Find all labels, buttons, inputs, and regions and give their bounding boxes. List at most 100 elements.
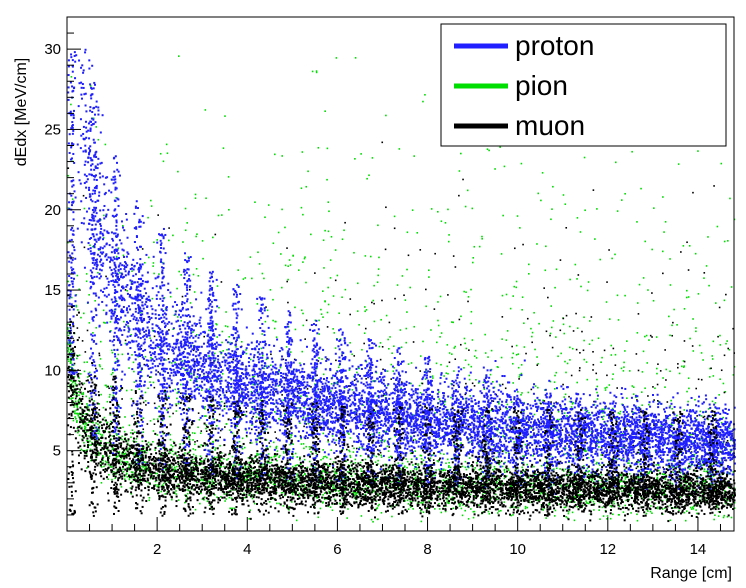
- data-point-muon: [142, 428, 145, 431]
- data-point-muon: [252, 415, 254, 418]
- data-point-pion: [616, 458, 619, 461]
- data-point-pion: [322, 457, 324, 460]
- data-point-pion: [555, 336, 557, 338]
- data-point-pion: [230, 497, 233, 500]
- data-point-pion: [199, 455, 202, 457]
- data-point-pion: [705, 470, 707, 473]
- data-point-muon: [421, 382, 424, 385]
- data-point-pion: [116, 469, 119, 471]
- data-point-pion: [684, 467, 687, 470]
- data-point-muon: [704, 479, 707, 481]
- data-point-pion: [596, 391, 598, 394]
- data-point-pion: [223, 408, 226, 410]
- data-point-pion: [104, 143, 107, 146]
- data-point-pion: [294, 452, 297, 455]
- data-point-pion: [695, 327, 697, 329]
- data-point-pion: [243, 492, 245, 495]
- data-point-pion: [158, 273, 160, 275]
- data-point-pion: [420, 520, 423, 523]
- data-point-proton: [311, 388, 314, 391]
- data-point-pion: [552, 468, 555, 471]
- data-point-muon: [326, 358, 328, 360]
- data-point-pion: [199, 502, 201, 505]
- data-point-pion: [365, 484, 368, 487]
- data-point-pion: [191, 432, 194, 434]
- data-point-pion: [300, 437, 302, 440]
- data-point-pion: [319, 507, 322, 510]
- data-point-pion: [202, 466, 205, 469]
- data-point-pion: [280, 253, 282, 255]
- data-point-pion: [93, 400, 95, 402]
- data-point-pion: [505, 424, 508, 427]
- data-point-proton: [528, 446, 531, 449]
- data-point-muon: [441, 400, 444, 403]
- data-point-muon: [219, 429, 222, 432]
- data-point-muon: [584, 421, 587, 423]
- data-point-pion: [656, 372, 658, 375]
- data-point-pion: [597, 468, 599, 470]
- data-point-pion: [625, 499, 627, 502]
- data-point-pion: [484, 352, 487, 354]
- data-point-pion: [298, 495, 300, 498]
- data-point-pion: [67, 346, 69, 349]
- data-point-proton: [332, 374, 335, 377]
- data-point-muon: [76, 314, 78, 316]
- data-point-pion: [636, 221, 638, 223]
- data-point-pion: [129, 432, 132, 434]
- data-point-pion: [387, 486, 390, 489]
- data-point-muon: [98, 408, 101, 411]
- data-point-pion: [515, 353, 518, 356]
- data-point-pion: [83, 382, 85, 385]
- data-point-pion: [555, 429, 558, 432]
- data-point-pion: [342, 448, 344, 451]
- data-point-proton: [652, 427, 655, 430]
- data-point-pion: [626, 340, 628, 342]
- data-point-pion: [157, 445, 160, 447]
- data-point-pion: [128, 478, 131, 481]
- data-point-pion: [730, 516, 733, 519]
- data-point-muon: [635, 475, 637, 478]
- data-point-pion: [697, 150, 699, 152]
- data-point-pion: [275, 445, 278, 448]
- data-point-pion: [512, 514, 514, 516]
- data-point-pion: [475, 357, 478, 359]
- data-point-pion: [172, 453, 175, 456]
- data-point-pion: [524, 507, 527, 510]
- data-point-pion: [130, 334, 133, 336]
- data-point-pion: [78, 354, 81, 357]
- data-point-pion: [347, 508, 349, 510]
- data-point-pion: [353, 447, 355, 450]
- data-point-muon: [425, 288, 427, 291]
- data-point-muon: [434, 252, 436, 255]
- data-point-pion: [249, 509, 251, 512]
- data-point-pion: [304, 256, 306, 258]
- data-point-pion: [301, 151, 304, 153]
- data-point-pion: [291, 491, 294, 494]
- data-point-muon: [218, 473, 220, 476]
- data-point-pion: [503, 477, 506, 480]
- data-point-pion: [121, 438, 123, 441]
- data-point-muon: [197, 412, 200, 414]
- data-point-pion: [255, 383, 258, 385]
- data-point-pion: [563, 396, 565, 398]
- data-point-pion: [226, 459, 228, 461]
- data-point-muon: [718, 306, 721, 309]
- data-point-pion: [413, 325, 415, 328]
- data-point-pion: [651, 512, 653, 515]
- data-point-pion: [720, 162, 723, 165]
- data-point-pion: [332, 328, 334, 330]
- data-point-muon: [203, 335, 206, 338]
- data-point-pion: [645, 512, 648, 515]
- data-point-pion: [539, 499, 541, 501]
- data-point-pion: [197, 275, 200, 277]
- data-point-pion: [651, 248, 653, 251]
- data-point-pion: [126, 442, 129, 445]
- data-point-pion: [127, 439, 130, 442]
- data-point-pion: [306, 466, 309, 469]
- data-point-pion: [112, 447, 114, 450]
- data-point-pion: [542, 509, 545, 511]
- data-point-pion: [78, 398, 80, 401]
- data-point-proton: [482, 384, 485, 387]
- data-point-pion: [398, 148, 401, 150]
- data-point-proton: [194, 340, 197, 343]
